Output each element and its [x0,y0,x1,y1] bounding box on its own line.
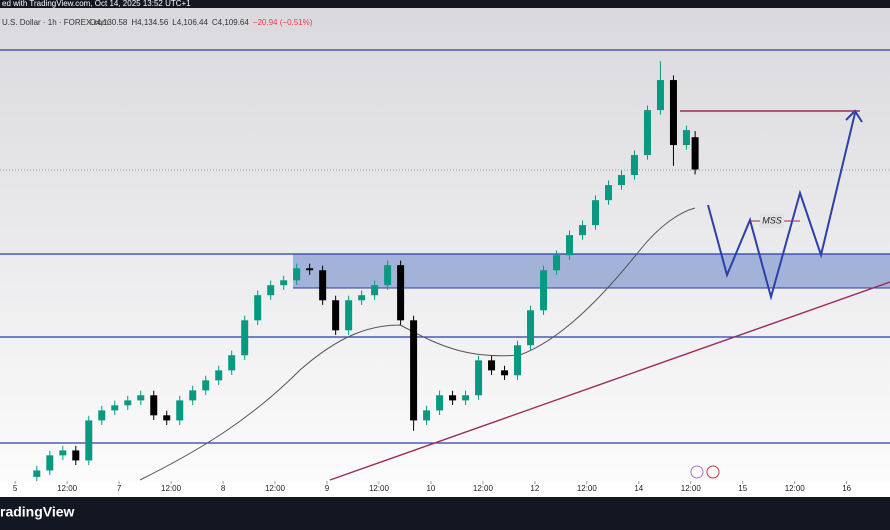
candle-body [176,400,184,421]
candle-body [72,450,80,461]
candle-body [306,268,314,271]
candle-body [228,355,236,371]
candle-body [280,280,288,286]
candle-body [462,395,470,401]
candle-body [501,370,509,376]
mss-label: MSS [762,215,782,225]
candle-body [691,137,699,170]
candle-body [319,270,327,301]
trend-line [329,281,890,481]
candle-body [137,395,145,401]
candle-body [33,470,41,477]
candle-body [553,255,561,271]
x-tick-label: 12 [530,484,539,493]
header: ed with TradingView.com, Oct 14, 2025 13… [2,0,191,8]
candle-body [111,405,119,411]
x-axis [0,481,890,497]
candle-body [449,395,457,401]
x-tick-label: 12:00 [473,484,494,493]
top-bar [0,0,890,8]
event-icon[interactable] [706,465,720,479]
candle-body [358,295,366,301]
candle-body [591,200,599,226]
candle-body [579,225,587,236]
brand: radingView [0,504,75,520]
ohlc-label: −20.94 (−0.51%) [253,18,313,27]
candle-body [189,390,197,401]
candle-body [617,175,625,186]
candle-body [163,415,171,421]
candles [33,61,699,482]
projection-path [707,112,856,301]
x-tick-label: 12:00 [785,484,806,493]
x-tick-label: 8 [221,484,226,493]
x-tick-label: 12:00 [369,484,390,493]
candle-body [371,285,379,296]
candle-body [241,320,249,356]
x-tick-label: 16 [842,484,851,493]
candle-body [514,345,522,376]
x-tick-label: 12:00 [681,484,702,493]
x-tick-label: 9 [325,484,330,493]
x-tick-label: 12:00 [265,484,286,493]
ohlc-label: L4,106.44 [172,18,208,27]
candle-body [150,395,158,416]
candle-body [293,268,301,281]
candle-body [423,410,431,421]
ohlc-label: O4,130.58 [90,18,128,27]
candle-body [682,130,690,146]
candle-body [98,410,106,421]
candle-body [254,295,262,321]
candle-body [488,360,496,371]
x-tick-label: 14 [634,484,643,493]
candle-body [202,380,210,391]
x-tick-label: 15 [738,484,747,493]
bottom-bar [0,497,890,530]
x-tick-label: 12:00 [57,484,78,493]
candle-body [345,300,353,331]
ohlc-label: H4,134.56 [131,18,168,27]
mss-label-bg [760,214,784,228]
moving-average [139,207,696,481]
candle-body [410,320,418,421]
candle-body [656,80,664,111]
candle-body [46,455,54,471]
zone [293,254,890,288]
event-icon[interactable] [690,465,704,479]
candle-body [643,110,651,156]
drawings: MSS [0,49,890,481]
candle-body [397,265,405,321]
candle-body [436,395,444,411]
candle-body [527,310,535,346]
candle-body [604,185,612,201]
candle-body [669,80,677,146]
symbol: U.S. Dollar · 1h · FOREX.com [2,18,109,27]
ohlc-label: C4,109.64 [212,18,249,27]
candle-body [59,450,67,456]
candle-body [384,265,392,286]
arrow-head [845,109,863,123]
candle-body [215,370,223,381]
x-tick-label: 5 [13,484,18,493]
candle-body [332,300,340,331]
candle-body [85,420,93,461]
x-tick-label: 7 [117,484,122,493]
candle-body [124,400,132,406]
x-tick-label: 12:00 [161,484,182,493]
x-tick-label: 10 [426,484,435,493]
candle-body [540,270,548,311]
x-tick-label: 12:00 [577,484,598,493]
candle-body [630,155,638,176]
symbol-legend: U.S. Dollar · 1h · FOREX.com O4,130.58 H4… [2,18,313,27]
candle-body [267,285,275,296]
candle-body [475,360,483,396]
candle-body [566,235,574,256]
